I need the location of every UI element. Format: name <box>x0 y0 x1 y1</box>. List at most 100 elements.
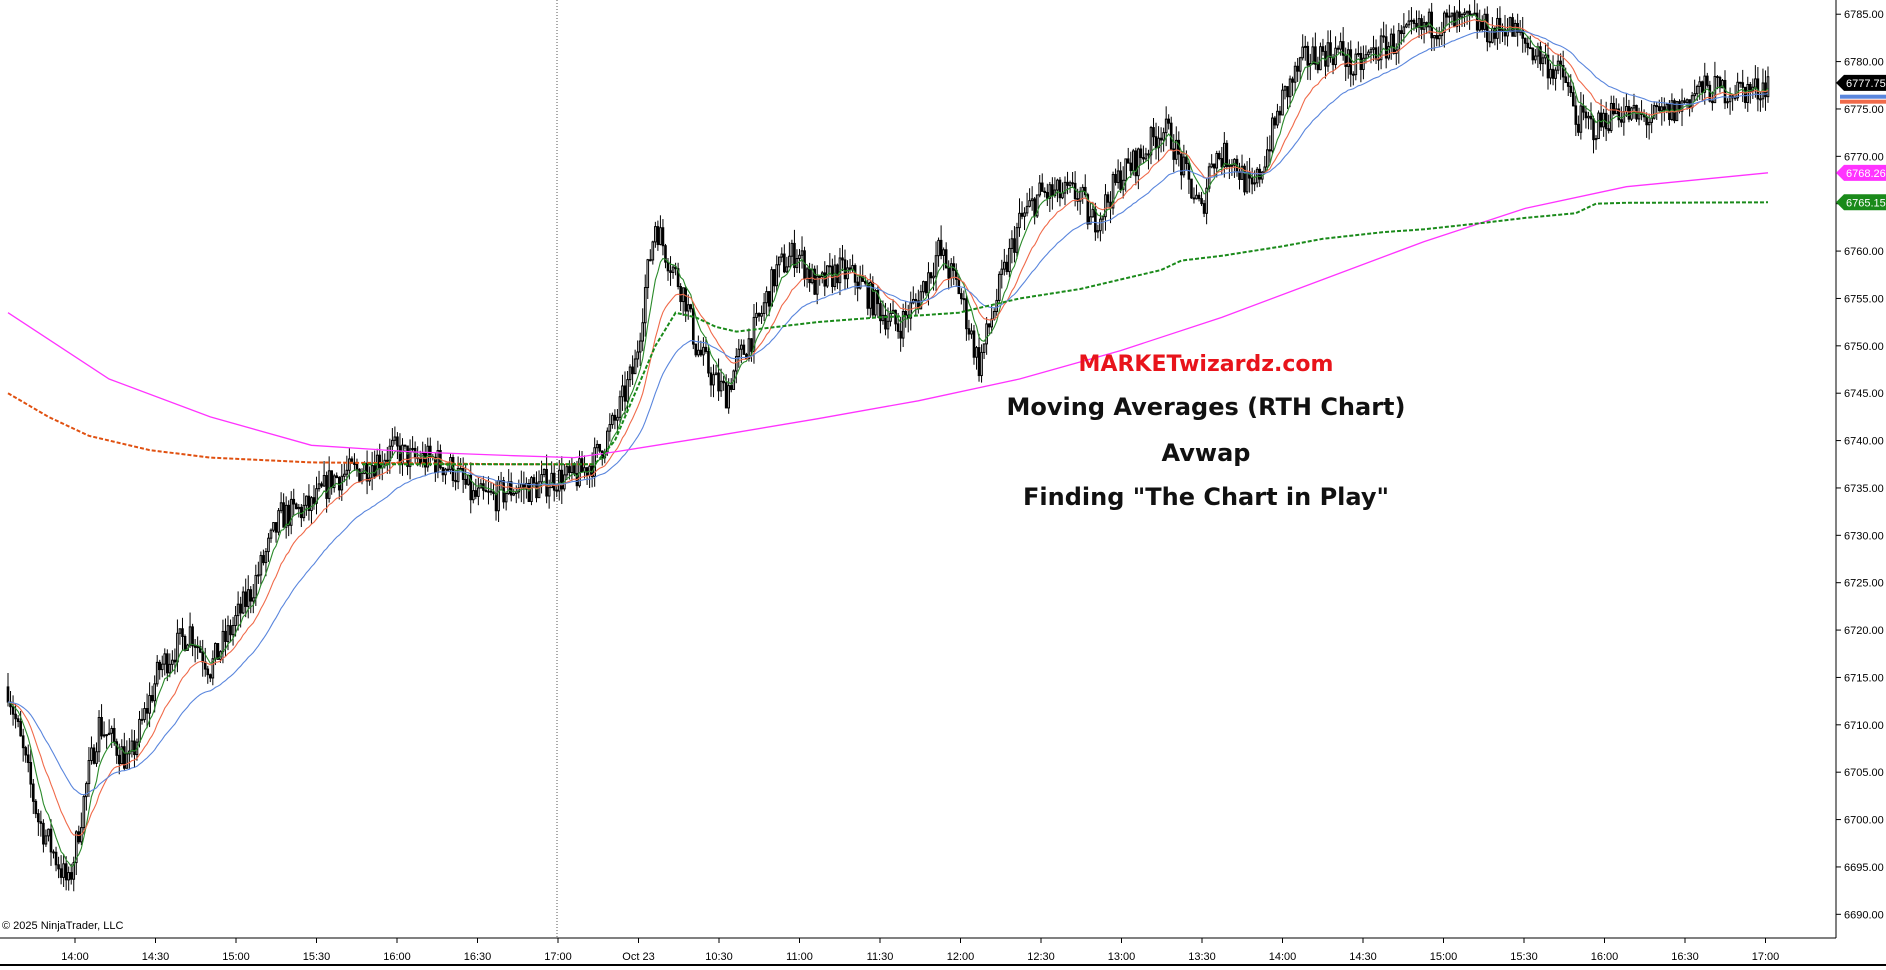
candle-up <box>805 268 809 280</box>
candle-down <box>843 259 847 280</box>
candle-up <box>1650 117 1653 123</box>
candle-up <box>1357 53 1360 56</box>
candle-up <box>1078 190 1082 202</box>
candle-up <box>550 472 553 489</box>
candle-down <box>707 350 710 374</box>
candle-down <box>1569 85 1573 94</box>
candle-down <box>1202 203 1206 214</box>
candle-down <box>274 522 278 533</box>
avwap-prior-session-line <box>7 392 595 466</box>
candle-down <box>545 468 548 497</box>
candle-up <box>1379 35 1383 61</box>
candle-down <box>676 268 680 287</box>
candle-down <box>337 476 341 491</box>
candle-up <box>937 239 940 257</box>
x-tick-label: 17:00 <box>1752 951 1780 963</box>
candle-up <box>408 448 412 467</box>
candle-up <box>654 226 657 243</box>
indicator-lines <box>7 14 1769 868</box>
candle-up <box>272 522 275 531</box>
candle-up <box>87 760 91 785</box>
candle-up <box>1726 101 1729 104</box>
candle-up <box>411 447 414 450</box>
candle-up <box>44 835 48 845</box>
candle-up <box>317 483 321 490</box>
candle-up <box>1298 57 1302 72</box>
candle-up <box>1402 26 1406 35</box>
candle-up <box>234 615 237 626</box>
candle-up <box>621 385 624 398</box>
candle-down <box>335 475 339 478</box>
candle-up <box>747 338 751 360</box>
candle-up <box>611 414 614 426</box>
candle-up <box>221 630 225 653</box>
y-tick-label: 6730.00 <box>1844 530 1884 542</box>
candle-up <box>85 783 88 798</box>
candle-down <box>783 253 786 273</box>
candle-up <box>1491 27 1494 43</box>
candle-down <box>1341 41 1345 56</box>
candle-up <box>1101 216 1105 220</box>
candle-down <box>6 686 10 703</box>
candle-up <box>927 272 930 294</box>
candle-down <box>325 475 328 499</box>
candle-up <box>267 537 270 553</box>
candle-down <box>1655 105 1659 108</box>
candle-down <box>1306 45 1310 66</box>
candle-down <box>1400 30 1403 35</box>
candle-up <box>254 574 258 599</box>
candle-down <box>300 506 303 519</box>
candle-down <box>31 783 35 802</box>
candle-down <box>527 482 531 503</box>
candle-down <box>24 747 28 756</box>
candle-down <box>717 372 720 392</box>
x-tick-label: 15:30 <box>303 951 331 963</box>
candle-down <box>1528 47 1532 50</box>
candle-down <box>11 706 15 715</box>
y-tick-label: 6700.00 <box>1844 815 1884 827</box>
candle-down <box>1351 73 1355 76</box>
candle-down <box>1582 105 1585 113</box>
candle-down <box>1435 35 1439 40</box>
candle-down <box>767 291 771 307</box>
candle-down <box>1503 28 1507 37</box>
candle-down <box>960 293 963 300</box>
candle-up <box>251 597 255 602</box>
candle-up <box>1096 230 1100 233</box>
candle-down <box>52 851 55 854</box>
candle-down <box>1617 108 1621 121</box>
candle-up <box>1303 45 1307 48</box>
candle-up <box>176 632 179 663</box>
candle-up <box>47 828 50 837</box>
candle-down <box>1564 76 1568 84</box>
candle-up <box>1281 89 1284 116</box>
candle-down <box>1051 184 1054 197</box>
candle-up <box>1579 105 1583 133</box>
candle-down <box>1700 81 1704 93</box>
candle-down <box>474 490 478 497</box>
candle-up <box>90 747 93 762</box>
candle-up <box>641 322 645 342</box>
candle-up <box>487 490 490 493</box>
candle-up <box>1162 132 1165 141</box>
candle-up <box>1210 163 1213 168</box>
candle-up <box>1088 216 1092 225</box>
candle-up <box>1369 48 1373 53</box>
candle-up <box>1405 24 1408 28</box>
candle-down <box>173 659 177 663</box>
candle-up <box>686 304 690 312</box>
candle-up <box>595 443 599 449</box>
candle-down <box>742 344 746 355</box>
candle-up <box>1372 47 1375 50</box>
candle-down <box>1546 54 1550 79</box>
candle-down <box>1531 47 1535 61</box>
candle-down <box>42 822 45 845</box>
candle-down <box>489 490 493 493</box>
candle-down <box>1706 75 1709 86</box>
candle-up <box>997 273 1001 301</box>
candle-up <box>1364 54 1368 59</box>
candle-down <box>813 268 816 295</box>
candle-down <box>1268 149 1272 152</box>
candle-down <box>1374 47 1378 60</box>
candle-up <box>583 467 586 473</box>
